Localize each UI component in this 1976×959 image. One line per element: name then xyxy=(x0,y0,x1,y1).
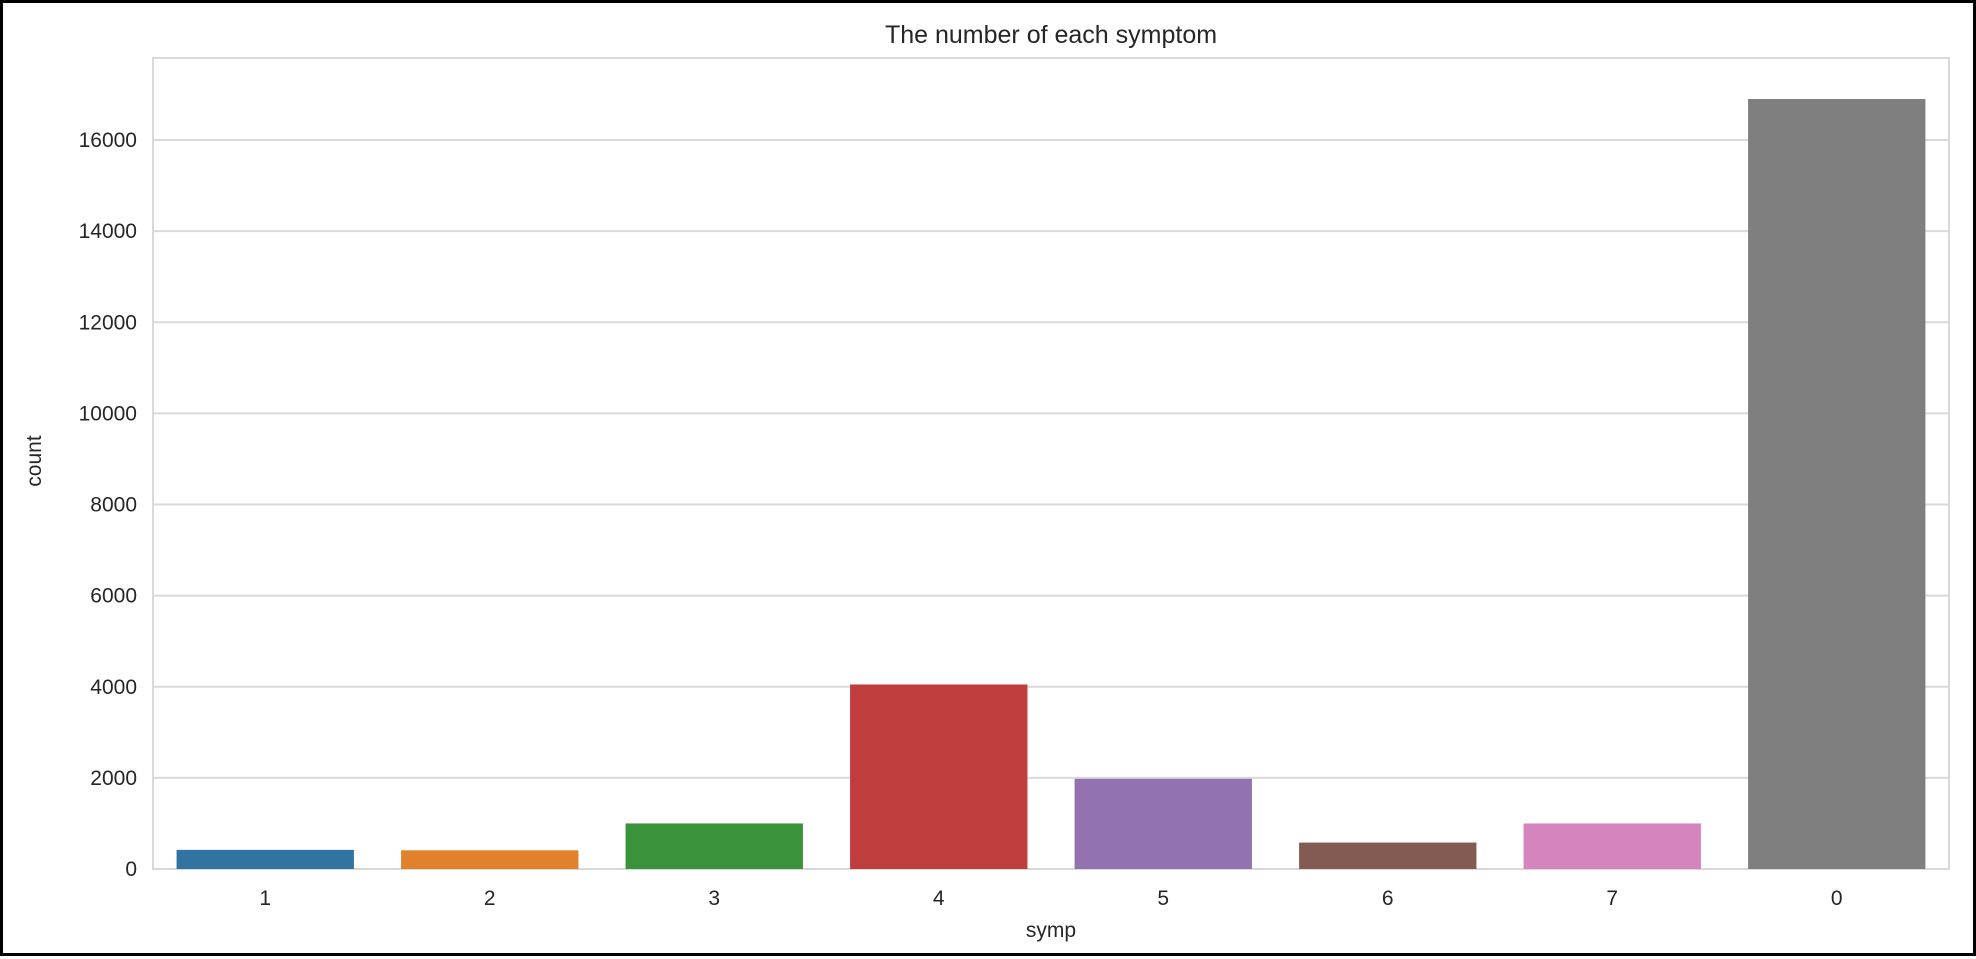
bar xyxy=(401,850,579,869)
x-tick-label: 2 xyxy=(484,887,496,910)
bar xyxy=(1299,842,1477,869)
bar xyxy=(625,823,803,869)
y-axis-label: count xyxy=(23,435,46,487)
y-tick-label: 8000 xyxy=(90,494,137,517)
y-tick-label: 0 xyxy=(125,858,137,881)
x-tick-label: 4 xyxy=(933,887,945,910)
gridlines xyxy=(153,139,1949,870)
y-tick-label: 14000 xyxy=(79,220,137,243)
bar xyxy=(1074,778,1252,869)
x-tick-label: 6 xyxy=(1382,887,1394,910)
y-tick-labels: 0 2000 4000 6000 8000 10000 12000 14000 16000 xyxy=(79,129,137,881)
chart-title: The number of each symptom xyxy=(885,21,1217,49)
bar xyxy=(1748,99,1926,869)
x-tick-label: 0 xyxy=(1831,887,1843,910)
bar xyxy=(176,849,354,869)
y-tick-label: 16000 xyxy=(79,129,137,152)
plot-area xyxy=(152,57,1950,870)
x-tick-label: 3 xyxy=(708,887,720,910)
bar xyxy=(1523,823,1701,869)
y-tick-label: 6000 xyxy=(90,585,137,608)
x-axis-label: symp xyxy=(1026,919,1076,942)
bars xyxy=(176,99,1926,869)
y-tick-label: 4000 xyxy=(90,676,137,699)
bar-chart: The number of each symptom 0 2000 4000 6000… xyxy=(23,21,1950,942)
x-tick-label: 7 xyxy=(1606,887,1618,910)
bar xyxy=(850,684,1028,869)
y-tick-label: 12000 xyxy=(79,311,137,334)
x-tick-labels: 1 2 3 4 5 6 7 0 xyxy=(259,887,1842,910)
y-tick-label: 10000 xyxy=(79,402,137,425)
x-tick-label: 1 xyxy=(259,887,271,910)
x-tick-label: 5 xyxy=(1157,887,1169,910)
y-tick-label: 2000 xyxy=(90,767,137,790)
